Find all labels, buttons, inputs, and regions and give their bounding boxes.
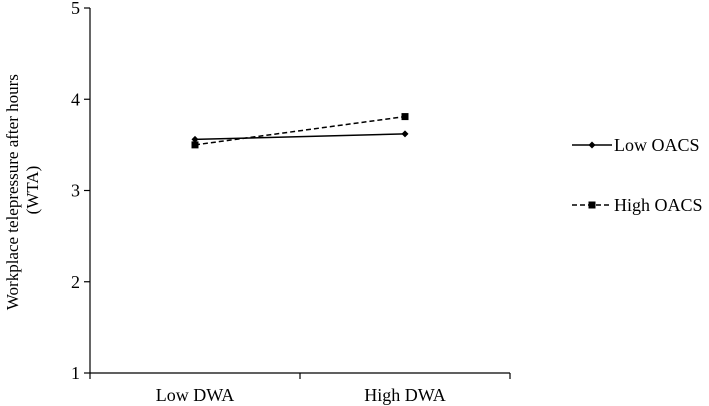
legend-marker [588, 201, 596, 209]
legend: Low OACS High OACS [572, 135, 703, 215]
y-axis-title: Workplace telepressure after hours (WTA) [3, 70, 42, 310]
y-axis-title-line-1: Workplace telepressure after hours [3, 74, 22, 310]
data-point [401, 130, 409, 138]
x-ticks: Low DWA High DWA [89, 373, 511, 405]
y-tick-label: 3 [71, 181, 80, 201]
series-line-low-oacs [194, 133, 406, 141]
data-point [191, 135, 199, 143]
data-point [401, 113, 409, 121]
y-tick-label: 1 [71, 363, 80, 383]
legend-marker [588, 141, 596, 149]
x-category-label: Low DWA [156, 385, 235, 405]
legend-label: High OACS [614, 195, 703, 215]
y-tick-label: 5 [71, 0, 80, 18]
y-tick-label: 2 [71, 272, 80, 292]
plot-area [191, 113, 409, 149]
y-axis-title-line-2: (WTA) [23, 166, 42, 215]
y-tick-label: 4 [71, 89, 80, 109]
data-point [191, 141, 199, 149]
x-category-label: High DWA [364, 385, 446, 405]
legend-label: Low OACS [614, 135, 700, 155]
series-line-high-oacs [194, 115, 406, 146]
y-ticks: 1 2 3 4 5 [71, 0, 90, 383]
